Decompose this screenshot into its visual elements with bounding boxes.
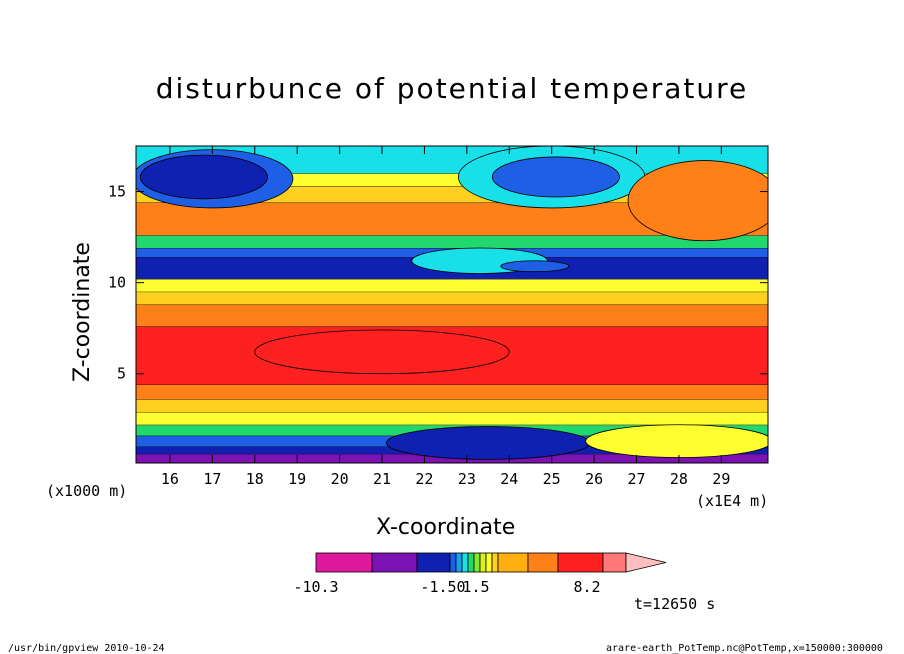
plot-frame bbox=[135, 145, 769, 464]
x-tick-label: 24 bbox=[500, 470, 518, 488]
colorbar-segment bbox=[315, 552, 373, 573]
x-tick-label: 16 bbox=[161, 470, 179, 488]
contour-region bbox=[627, 160, 768, 242]
colorbar-label: -10.3 bbox=[293, 578, 338, 596]
y-tick-label: 15 bbox=[108, 183, 126, 201]
contour-region bbox=[585, 424, 768, 458]
colorbar-label: 1.5 bbox=[462, 578, 489, 596]
x-unit-label: (x1000 m) bbox=[46, 482, 128, 500]
x-tick-label: 22 bbox=[415, 470, 433, 488]
x-tick-label: 25 bbox=[543, 470, 561, 488]
colorbar-segment bbox=[602, 552, 627, 573]
colorbar-segment bbox=[497, 552, 529, 573]
colorbar-segment bbox=[479, 552, 487, 573]
contour-band bbox=[136, 291, 768, 305]
colorbar-segment bbox=[467, 552, 475, 573]
x-tick-label: 27 bbox=[627, 470, 645, 488]
x-axis-title: X-coordinate bbox=[376, 515, 516, 540]
contour-band bbox=[136, 304, 768, 327]
colorbar-arrow bbox=[625, 552, 667, 573]
x-tick-label: 26 bbox=[585, 470, 603, 488]
y-tick-label: 10 bbox=[108, 274, 126, 292]
x-tick-label: 18 bbox=[246, 470, 264, 488]
y-axis: 5 10 15 bbox=[108, 183, 768, 383]
colorbar-label: 8.2 bbox=[573, 578, 600, 596]
contour-band bbox=[136, 278, 768, 292]
contour-field bbox=[136, 146, 768, 463]
colorbar-segment bbox=[455, 552, 463, 573]
contour-band bbox=[136, 235, 768, 249]
chart-title: disturbunce of potential temperature bbox=[155, 72, 749, 105]
contour-region bbox=[491, 156, 620, 198]
y-tick-label: 5 bbox=[117, 365, 126, 383]
colorbar-segment bbox=[449, 552, 457, 573]
x-axis: 16 17 18 19 20 21 22 23 24 25 26 27 28 29 bbox=[161, 146, 730, 488]
footer-left: /usr/bin/gpview 2010-10-24 bbox=[8, 643, 165, 654]
colorbar-segment bbox=[485, 552, 493, 573]
time-label: t=12650 s bbox=[634, 595, 716, 613]
footer-right: arare-earth_PotTemp.nc@PotTemp,x=150000:… bbox=[606, 643, 883, 654]
x-tick-label: 20 bbox=[331, 470, 349, 488]
contour-band bbox=[136, 411, 768, 425]
contour-region bbox=[385, 426, 591, 460]
contour-region bbox=[254, 329, 510, 375]
colorbar-segment bbox=[371, 552, 418, 573]
contour-band bbox=[136, 399, 768, 412]
contour-band bbox=[136, 384, 768, 400]
colorbar-segment bbox=[527, 552, 559, 573]
x-tick-label: 19 bbox=[288, 470, 306, 488]
colorbar-segment bbox=[461, 552, 469, 573]
colorbar-segment bbox=[473, 552, 481, 573]
colorbar-label: -1.50 bbox=[420, 578, 465, 596]
x-tick-label: 23 bbox=[458, 470, 476, 488]
contour-region bbox=[500, 260, 570, 273]
colorbar-segment bbox=[416, 552, 451, 573]
colorbar: -10.3 -1.501.5 8.2 bbox=[293, 552, 667, 596]
colorbar-segment bbox=[491, 552, 499, 573]
x-tick-label: 21 bbox=[373, 470, 391, 488]
y-axis-title: Z-coordinate bbox=[70, 242, 95, 382]
colorbar-segment bbox=[557, 552, 604, 573]
x-tick-label: 17 bbox=[203, 470, 221, 488]
contour-region bbox=[139, 154, 268, 200]
x-unit-label-2: (x1E4 m) bbox=[696, 492, 769, 510]
x-tick-label: 28 bbox=[670, 470, 688, 488]
x-tick-label: 29 bbox=[712, 470, 730, 488]
